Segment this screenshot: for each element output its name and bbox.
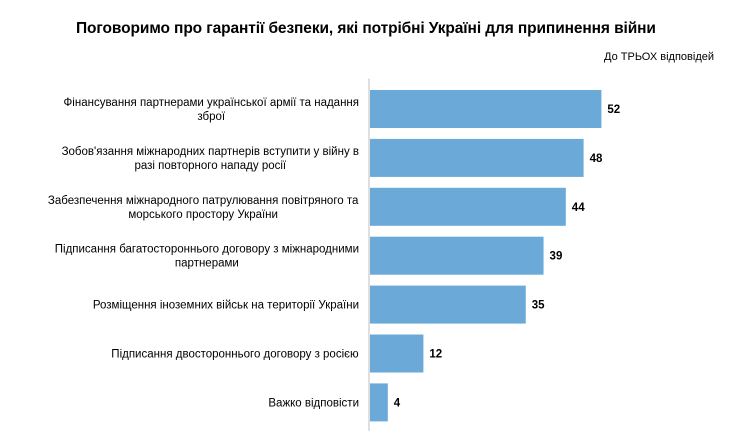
value-label: 35 xyxy=(532,300,545,312)
value-label: 52 xyxy=(607,104,620,116)
bar-row: 39 Підписання багатостороннього договору … xyxy=(55,236,563,275)
bar xyxy=(370,383,388,422)
bar-row: 4 Важко відповісти xyxy=(268,383,401,422)
bar xyxy=(370,236,544,275)
category-label: Фінансування партнерами української армі… xyxy=(64,97,359,123)
category-label-line: Підписання багатостороннього договору з … xyxy=(55,244,359,256)
value-label: 39 xyxy=(550,251,563,263)
bar xyxy=(370,138,584,177)
bar xyxy=(370,90,602,128)
value-label: 44 xyxy=(572,202,585,214)
bar-row: 52 Фінансування партнерами української ар… xyxy=(64,90,620,128)
bar xyxy=(370,187,566,226)
category-label-line: Зобов'язання міжнародних партнерів вступ… xyxy=(62,146,359,158)
category-label: Розміщення іноземних військ на території… xyxy=(93,300,359,312)
category-label-line: Забезпечення міжнародного патрулювання п… xyxy=(48,195,359,207)
category-label: Підписання багатостороннього договору з … xyxy=(55,244,359,270)
bars-layer: 52 Фінансування партнерами української ар… xyxy=(48,90,620,422)
category-label: Забезпечення міжнародного патрулювання п… xyxy=(48,195,359,221)
category-label-line: Важко відповісти xyxy=(268,397,359,409)
bar-row: 44 Забезпечення міжнародного патрулювання… xyxy=(48,187,585,226)
category-label-line: Фінансування партнерами української армі… xyxy=(64,97,359,109)
value-label: 4 xyxy=(394,397,401,409)
category-label-line: зброї xyxy=(197,111,226,123)
category-label-line: морського простору України xyxy=(128,209,278,221)
value-label: 12 xyxy=(429,349,442,361)
category-label-line: разі повторного нападу росії xyxy=(134,160,286,172)
chart-title: Поговоримо про гарантії безпеки, які пот… xyxy=(76,20,656,37)
bar-row: 48 Зобов'язання міжнародних партнерів вст… xyxy=(62,138,603,177)
category-label-line: Підписання двостороннього договору з рос… xyxy=(111,349,359,361)
bar-row: 35 Розміщення іноземних військ на територ… xyxy=(93,285,545,324)
category-label: Важко відповісти xyxy=(268,397,359,409)
chart-subtitle: До ТРЬОХ відповідей xyxy=(604,51,714,63)
category-label: Підписання двостороннього договору з рос… xyxy=(111,349,359,361)
bar-row: 12 Підписання двостороннього договору з р… xyxy=(111,334,442,373)
category-label-line: Розміщення іноземних військ на території… xyxy=(93,300,359,312)
category-label-line: партнерами xyxy=(175,258,239,270)
bar xyxy=(370,285,526,324)
category-label: Зобов'язання міжнародних партнерів вступ… xyxy=(62,146,359,172)
value-label: 48 xyxy=(590,153,603,165)
bar xyxy=(370,334,424,373)
